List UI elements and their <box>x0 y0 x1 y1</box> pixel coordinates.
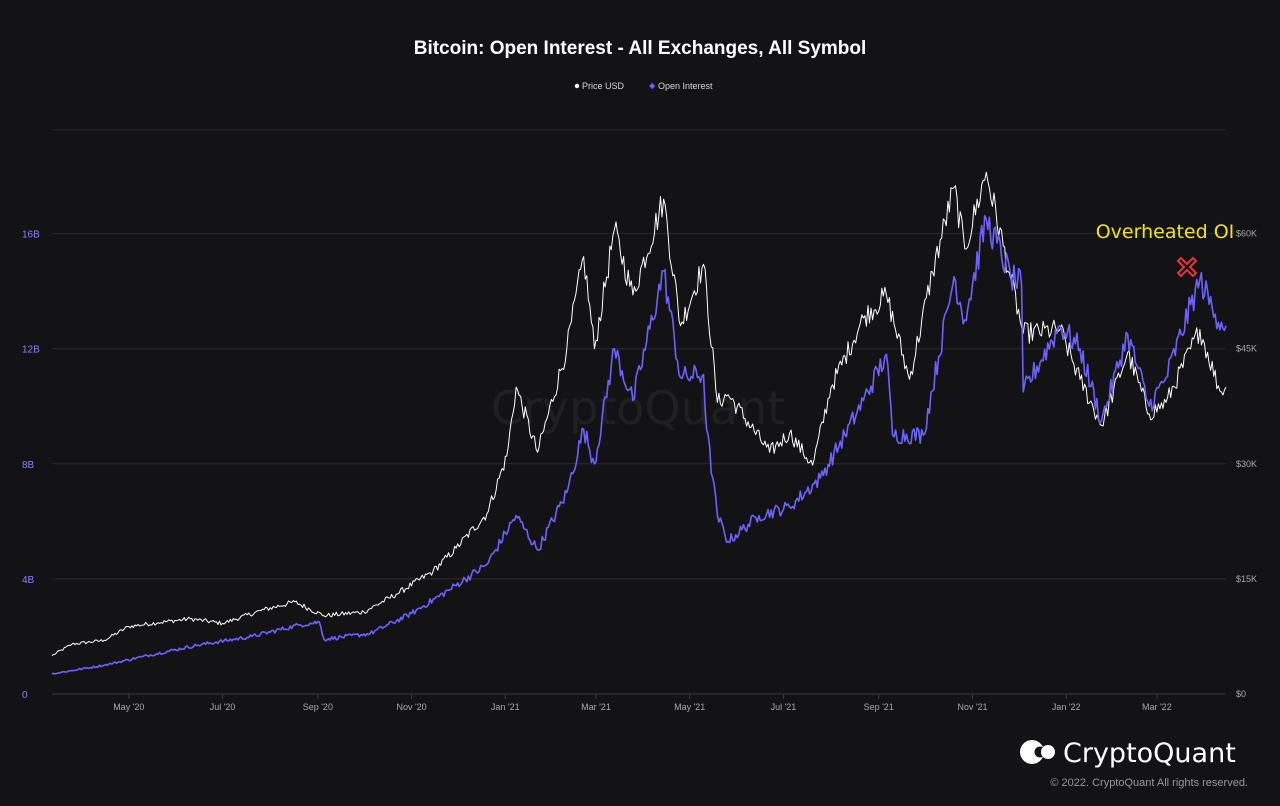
y-axis-left: 0 4B 8B 12B 16B <box>22 230 40 701</box>
grid <box>52 129 1226 695</box>
x-tick-label: Jul '21 <box>771 702 797 712</box>
x-tick-label: May '20 <box>113 702 144 712</box>
open-interest-line <box>51 214 1227 675</box>
x-tick-label: Mar '21 <box>581 702 611 712</box>
red-x-icon <box>1176 256 1198 278</box>
watermark: CryptoQuant <box>491 381 785 435</box>
x-tick-label: May '21 <box>674 702 705 712</box>
x-axis: May '20 Jul '20 Sep '20 Nov '20 Jan '21 Mar '… <box>113 694 1172 712</box>
y-left-tick-label: 4B <box>22 575 35 586</box>
legend-open-interest-label[interactable]: Open Interest <box>658 81 713 91</box>
x-tick-label: Jul '20 <box>210 702 236 712</box>
y-right-tick-label: $60K <box>1236 229 1257 239</box>
brand-name: CryptoQuant <box>1063 738 1236 769</box>
x-tick-label: Nov '20 <box>396 702 426 712</box>
x-tick-label: Jan '22 <box>1052 702 1081 712</box>
x-tick-label: Sep '21 <box>864 702 894 712</box>
y-left-tick-label: 16B <box>22 230 40 241</box>
annotation: Overheated OI <box>1096 221 1235 278</box>
y-right-tick-label: $15K <box>1236 574 1257 584</box>
legend-price-marker <box>574 83 580 89</box>
x-tick-label: Sep '20 <box>303 702 333 712</box>
brand: CryptoQuant © 2022. CryptoQuant All righ… <box>1020 738 1248 789</box>
y-right-tick-label: $45K <box>1236 344 1257 354</box>
chart-title: Bitcoin: Open Interest - All Exchanges, … <box>414 38 867 59</box>
annotation-label: Overheated OI <box>1096 221 1235 243</box>
price-usd-line <box>51 171 1227 656</box>
y-left-tick-label: 8B <box>22 460 35 471</box>
x-tick-label: Nov '21 <box>957 702 987 712</box>
cryptoquant-logo-icon <box>1020 740 1055 764</box>
legend-price-label[interactable]: Price USD <box>582 81 625 91</box>
y-left-tick-label: 12B <box>22 345 40 356</box>
copyright-text: © 2022. CryptoQuant All rights reserved. <box>1050 777 1248 789</box>
y-right-tick-label: $30K <box>1236 459 1257 469</box>
x-tick-label: Mar '22 <box>1142 702 1172 712</box>
y-left-tick-label: 0 <box>22 690 28 701</box>
x-tick-label: Jan '21 <box>491 702 520 712</box>
y-axis-right: $0 $15K $30K $45K $60K <box>1236 229 1257 699</box>
y-right-tick-label: $0 <box>1236 689 1246 699</box>
